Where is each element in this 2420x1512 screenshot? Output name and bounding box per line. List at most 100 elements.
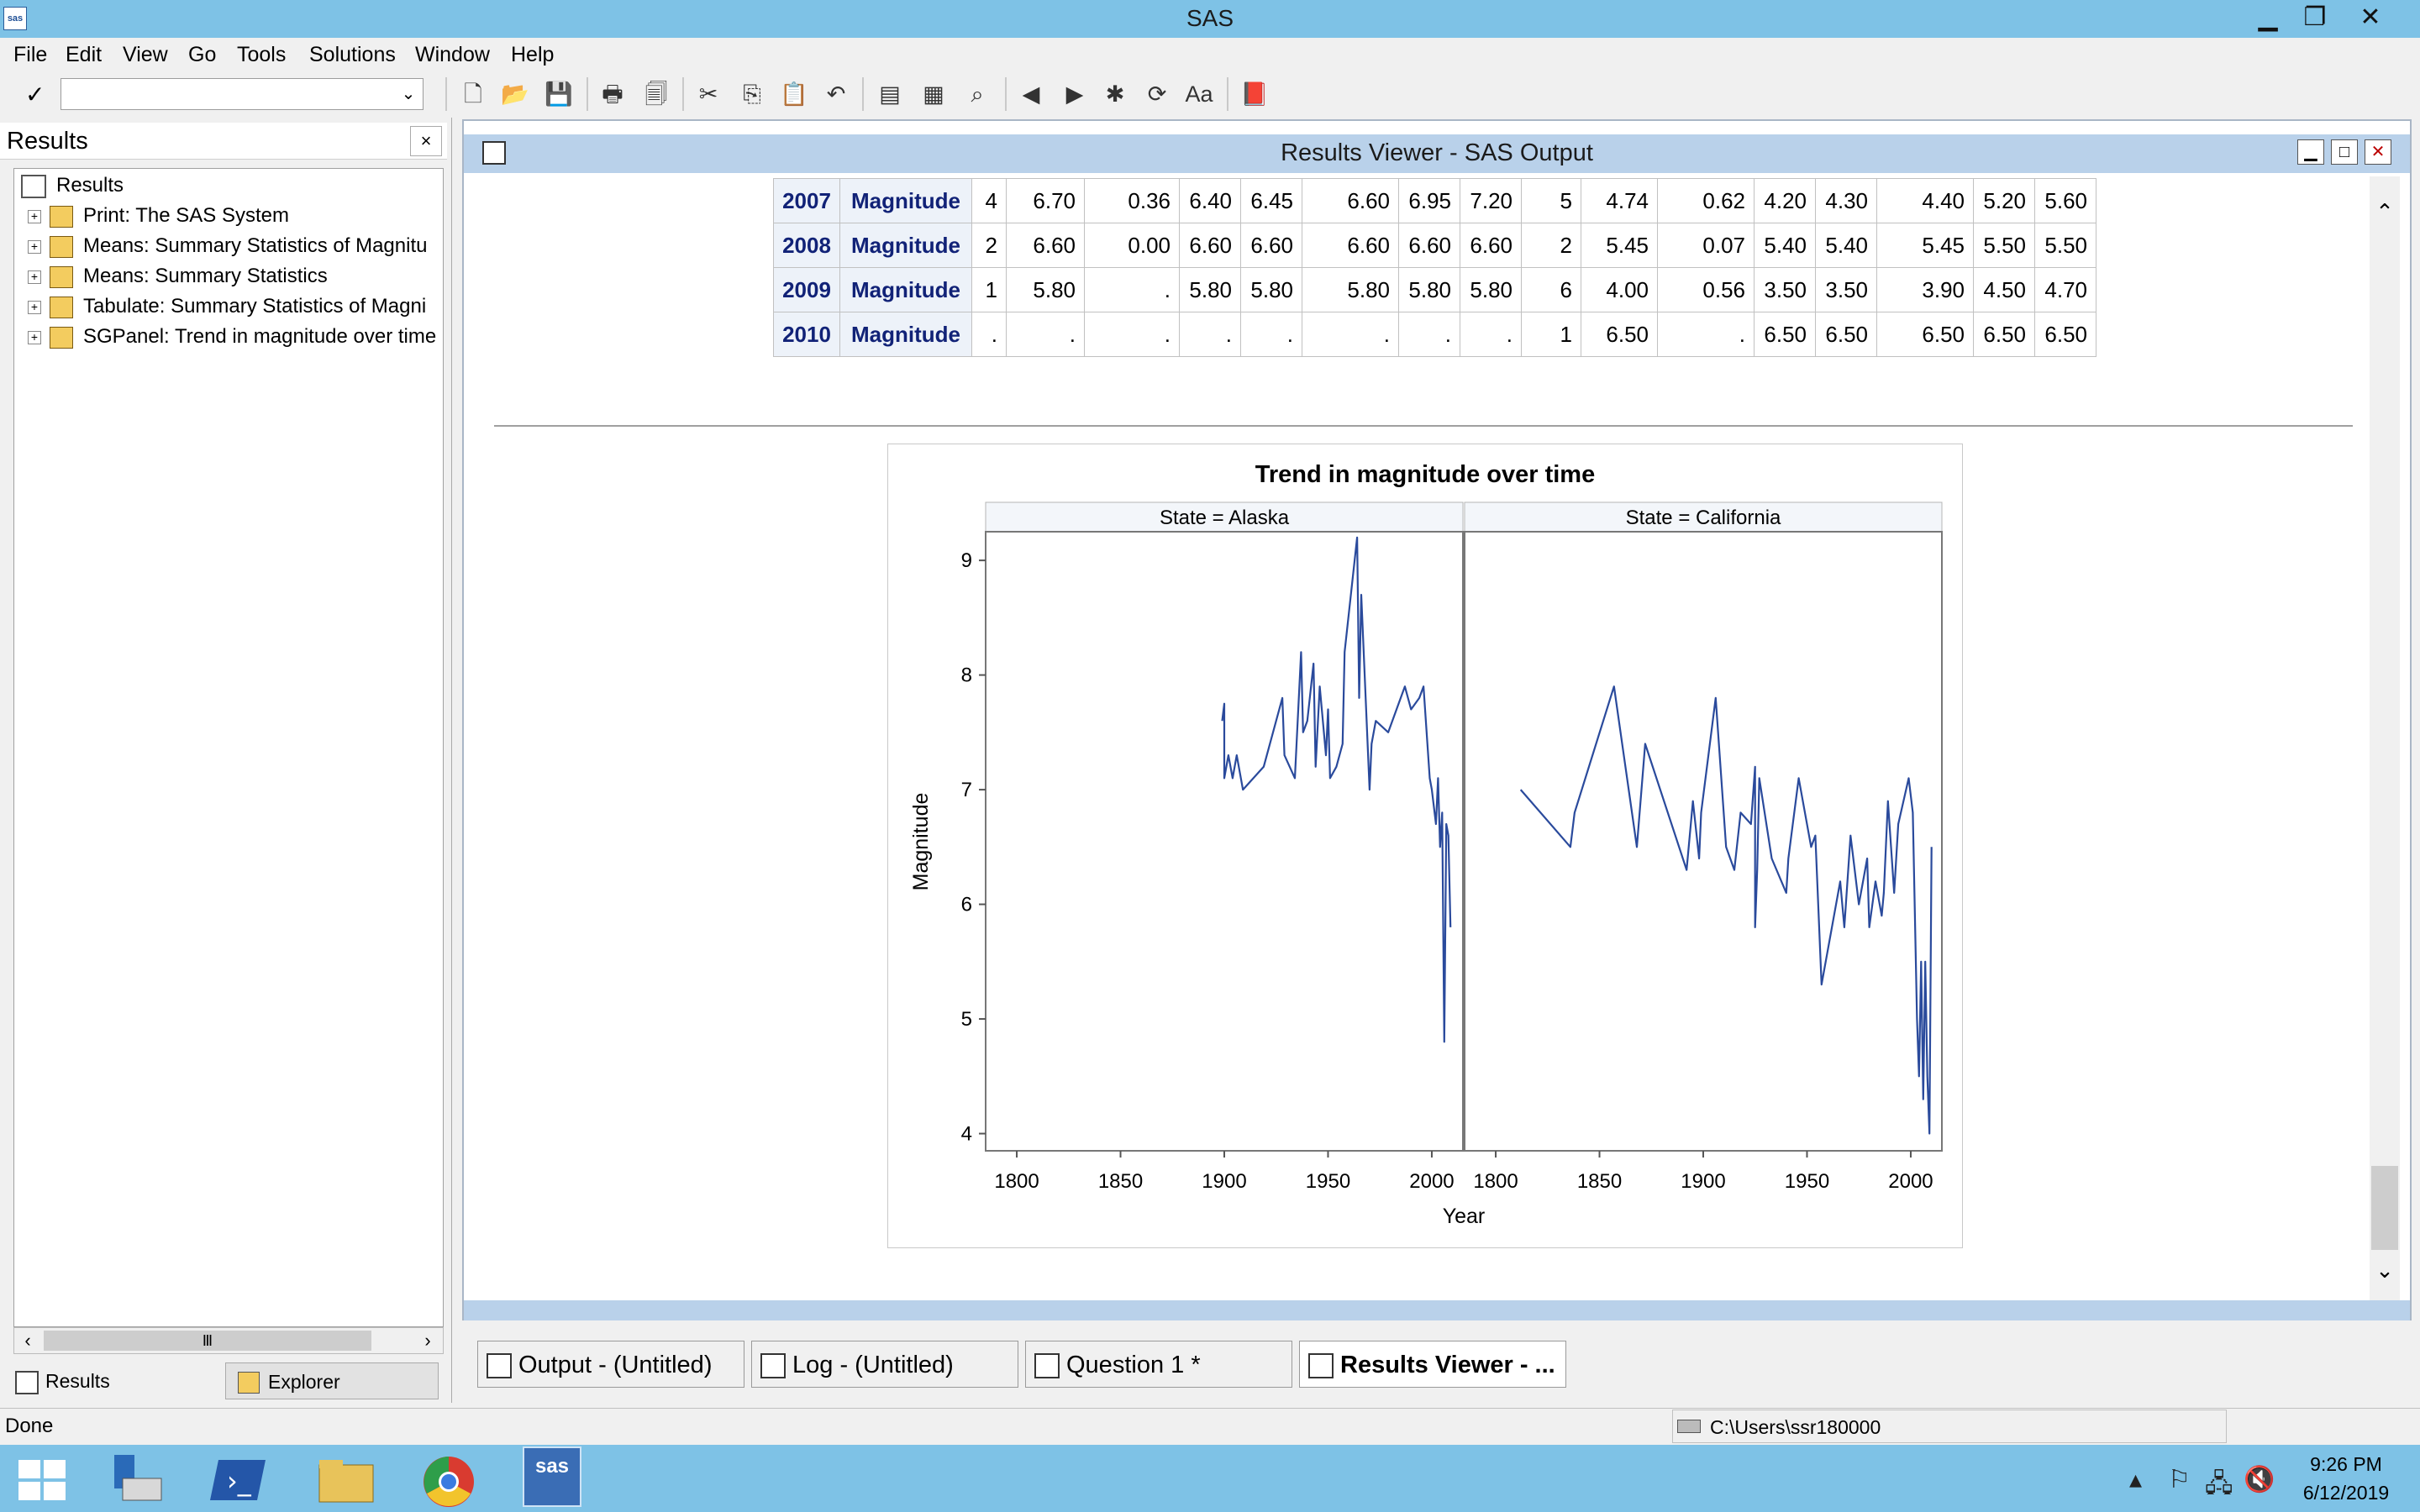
- open-icon[interactable]: 📂: [501, 81, 529, 107]
- table-cell: 5.60: [2034, 178, 2096, 223]
- file-explorer-icon[interactable]: [318, 1458, 375, 1505]
- chrome-icon[interactable]: [422, 1455, 476, 1509]
- vertical-scrollbar[interactable]: [2370, 176, 2400, 1302]
- table-cell: 5.50: [1973, 223, 2035, 268]
- powershell-icon[interactable]: ›_: [210, 1457, 266, 1504]
- library-icon[interactable]: ▤: [879, 81, 901, 107]
- explorer-icon[interactable]: ▦: [923, 81, 944, 107]
- flag-icon[interactable]: ⚐: [2168, 1466, 2191, 1494]
- menu-go[interactable]: Go: [188, 43, 217, 66]
- menu-file[interactable]: File: [13, 43, 48, 66]
- font-icon[interactable]: Aa: [1185, 81, 1213, 107]
- tab-output[interactable]: Output - (Untitled): [477, 1341, 744, 1388]
- windows-start-icon[interactable]: [18, 1460, 66, 1500]
- results-pane-close-button[interactable]: ×: [410, 126, 442, 156]
- print-preview-icon[interactable]: 🗐: [644, 81, 668, 107]
- table-cell: 7.20: [1460, 178, 1522, 223]
- tab-results[interactable]: Results: [3, 1362, 224, 1399]
- y-tick-label: 4: [961, 1123, 972, 1146]
- network-icon[interactable]: 🖧: [2205, 1470, 2233, 1498]
- forward-icon[interactable]: ▶: [1065, 81, 1084, 107]
- copy-icon[interactable]: ⎘: [743, 81, 761, 107]
- table-cell: 0.56: [1657, 267, 1754, 312]
- chevron-down-icon[interactable]: ⌄: [401, 85, 416, 103]
- tree-root[interactable]: Results: [21, 174, 124, 198]
- row-variable: Magnitude: [839, 223, 972, 268]
- tab-explorer[interactable]: Explorer: [225, 1362, 439, 1399]
- menu-tools[interactable]: Tools: [237, 43, 287, 66]
- run-icon[interactable]: ✱: [1105, 81, 1125, 107]
- table-cell: 4.30: [1815, 178, 1877, 223]
- output-divider: [494, 425, 2353, 427]
- x-tick-label: 2000: [1888, 1170, 1933, 1193]
- viewer-maximize-button[interactable]: □: [2331, 139, 2358, 165]
- menu-edit[interactable]: Edit: [66, 43, 103, 66]
- sas-app-icon[interactable]: sas: [3, 7, 27, 30]
- tree-item[interactable]: + Print: The SAS System: [28, 204, 289, 228]
- menu-solutions[interactable]: Solutions: [309, 43, 396, 66]
- scroll-down-icon[interactable]: ⌄: [2375, 1257, 2394, 1283]
- tree-item[interactable]: + SGPanel: Trend in magnitude over time: [28, 325, 436, 349]
- x-tick-label: 1950: [1785, 1170, 1829, 1193]
- undo-icon[interactable]: ↶: [826, 81, 846, 107]
- volume-muted-icon[interactable]: 🔇: [2244, 1466, 2275, 1494]
- menu-view[interactable]: View: [123, 43, 168, 66]
- current-folder[interactable]: C:\Users\ssr180000: [1672, 1410, 2227, 1443]
- scroll-left-icon[interactable]: ‹: [24, 1330, 31, 1351]
- status-bar: [0, 1408, 2420, 1445]
- table-cell: 5.80: [1006, 267, 1085, 312]
- x-tick-label: 1900: [1681, 1170, 1725, 1193]
- tab-question-1[interactable]: Question 1 *: [1025, 1341, 1292, 1388]
- expand-icon[interactable]: +: [28, 330, 41, 344]
- sas-taskbar-icon[interactable]: sas: [523, 1446, 581, 1507]
- x-tick-label: 1900: [1202, 1170, 1246, 1193]
- menu-window[interactable]: Window: [415, 43, 490, 66]
- scrollbar-thumb[interactable]: Ⅲ: [44, 1331, 371, 1351]
- command-input[interactable]: [60, 78, 424, 110]
- tree-item[interactable]: + Means: Summary Statistics of Magnitu: [28, 234, 427, 258]
- table-cell: 0.07: [1657, 223, 1754, 268]
- expand-icon[interactable]: +: [28, 209, 41, 223]
- print-icon[interactable]: 🖶: [602, 81, 623, 107]
- table-cell: 2: [971, 223, 1007, 268]
- back-icon[interactable]: ◀: [1022, 81, 1040, 107]
- x-tick-label: 1850: [1098, 1170, 1143, 1193]
- clock[interactable]: 9:26 PM 6/12/2019: [2279, 1450, 2413, 1507]
- new-icon[interactable]: 🗋: [464, 81, 482, 107]
- table-cell: 3.90: [1876, 267, 1974, 312]
- minimize-button[interactable]: ▁: [2258, 3, 2278, 31]
- refresh-icon[interactable]: ⟳: [1147, 81, 1167, 107]
- show-hidden-icons-icon[interactable]: ▴: [2129, 1466, 2143, 1494]
- paste-icon[interactable]: 📋: [780, 81, 808, 107]
- tab-log[interactable]: Log - (Untitled): [751, 1341, 1018, 1388]
- table-cell: 6.45: [1240, 178, 1302, 223]
- table-cell: 4.70: [2034, 267, 2096, 312]
- tree-item[interactable]: + Tabulate: Summary Statistics of Magni: [28, 295, 426, 318]
- restore-button[interactable]: ❐: [2303, 3, 2327, 31]
- table-cell: 0.00: [1084, 223, 1180, 268]
- menu-help[interactable]: Help: [511, 43, 555, 66]
- viewer-close-button[interactable]: ✕: [2365, 139, 2391, 165]
- help-book-icon[interactable]: 📕: [1240, 81, 1269, 107]
- tree-item[interactable]: + Means: Summary Statistics: [28, 265, 328, 288]
- table-cell: 4.20: [1754, 178, 1816, 223]
- save-icon[interactable]: 💾: [544, 81, 573, 107]
- table-cell: .: [971, 312, 1007, 357]
- expand-icon[interactable]: +: [28, 270, 41, 284]
- x-tick-label: 1800: [1473, 1170, 1518, 1193]
- results-viewer-titlebar: [464, 134, 2410, 173]
- scroll-up-icon[interactable]: ⌃: [2375, 199, 2394, 224]
- server-manager-icon[interactable]: [108, 1453, 165, 1504]
- submit-command-icon[interactable]: ✓: [25, 81, 45, 108]
- close-button[interactable]: ✕: [2360, 3, 2381, 31]
- find-icon[interactable]: ⌕: [971, 81, 984, 107]
- tab-results-viewer[interactable]: Results Viewer - ...: [1299, 1341, 1566, 1388]
- viewer-minimize-button[interactable]: ▁: [2297, 139, 2324, 165]
- table-cell: .: [1240, 312, 1302, 357]
- scroll-right-icon[interactable]: ›: [424, 1330, 431, 1351]
- row-year: 2009: [773, 267, 840, 312]
- expand-icon[interactable]: +: [28, 300, 41, 314]
- cut-icon[interactable]: ✂: [698, 81, 718, 107]
- scrollbar-thumb[interactable]: [2371, 1166, 2398, 1250]
- expand-icon[interactable]: +: [28, 239, 41, 254]
